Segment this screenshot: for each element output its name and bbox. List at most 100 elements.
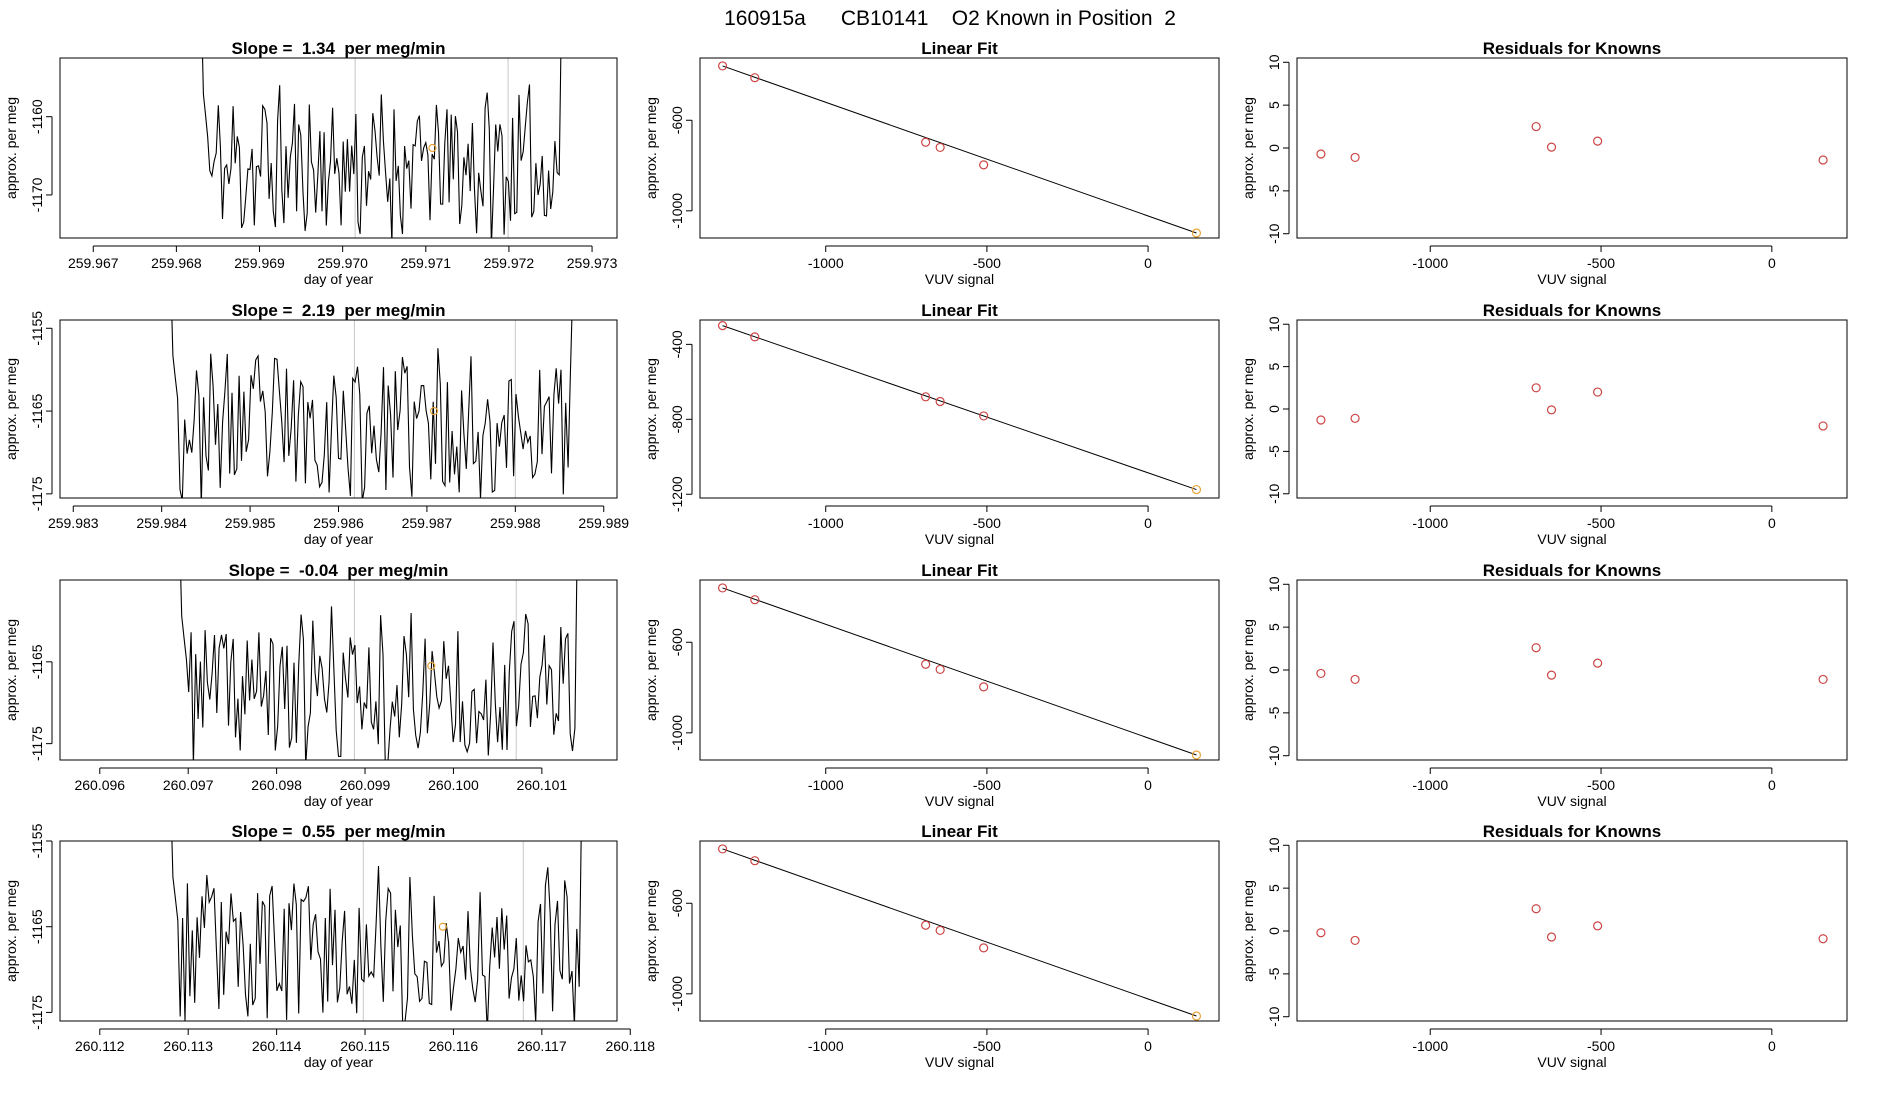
x-tick-label: 259.970 [317, 255, 368, 271]
x-tick-label: -1000 [808, 1038, 844, 1054]
data-point [1818, 934, 1828, 944]
x-tick-label: -500 [973, 255, 1001, 271]
x-axis-label: VUV signal [925, 1054, 994, 1070]
y-axis-label: approx. per meg [643, 619, 659, 721]
x-tick-label: 260.099 [340, 777, 391, 793]
x-tick-label: 260.096 [74, 777, 125, 793]
y-tick-label: -600 [669, 106, 685, 134]
data-point [1593, 921, 1603, 931]
y-tick-label: -10 [1266, 483, 1282, 503]
y-axis-label: approx. per meg [1240, 97, 1256, 199]
x-tick-label: 259.984 [136, 515, 187, 531]
x-tick-label: 0 [1144, 1038, 1152, 1054]
highlight-point [429, 406, 439, 416]
y-axis-label: approx. per meg [3, 619, 19, 721]
y-tick-label: 5 [1266, 884, 1282, 892]
panel-r2-c3: -1000 -500 0 VUV signal 10 5 0 -5 -10 approx. per… [1240, 301, 1848, 547]
panel-r1-c3: -1000 -500 0 VUV signal 10 5 0 -5 -10 approx. per… [1240, 39, 1848, 287]
panel-r1-c2: -1000 -500 0 VUV signal -600 -1000 approx. per… [643, 39, 1220, 287]
y-tick-label: 10 [1266, 837, 1282, 853]
y-axis-label: approx. per meg [1240, 619, 1256, 721]
y-tick-label: -10 [1266, 745, 1282, 765]
x-tick-label: -1000 [808, 515, 844, 531]
data-point [1593, 136, 1603, 146]
plot-frame [699, 319, 1220, 499]
x-tick-label: -1000 [808, 777, 844, 793]
data-point [1818, 674, 1828, 685]
y-tick-label: -1000 [669, 193, 685, 229]
data-point [1546, 932, 1557, 942]
x-axis-label: VUV signal [1537, 271, 1606, 287]
y-axis-label: approx. per meg [1240, 358, 1256, 460]
x-tick-label: 0 [1144, 777, 1152, 793]
y-tick-label: -1165 [29, 393, 45, 428]
x-tick-label: 0 [1144, 515, 1152, 531]
data-point [1531, 904, 1541, 914]
x-tick-label: 259.987 [402, 515, 453, 531]
data-point [717, 583, 728, 593]
data-point [935, 142, 945, 153]
data-point [921, 137, 931, 147]
x-tick-label: -500 [973, 777, 1001, 793]
panel-title: Slope = -0.04 per meg/min [229, 561, 449, 580]
x-tick-label: 260.100 [428, 777, 479, 793]
data-point [750, 332, 760, 342]
panel-title: Residuals for Knowns [1483, 822, 1662, 841]
x-tick-label: 259.989 [578, 515, 629, 531]
panel-r4-c1: 260.112 260.113 260.114 260.115 260.116 260.1… [3, 822, 655, 1070]
data-point [1531, 643, 1541, 653]
panel-r3-c2: -1000 -500 0 VUV signal -600 -1000 approx. per… [643, 561, 1220, 809]
y-tick-label: 5 [1266, 101, 1282, 109]
x-tick-label: 260.098 [251, 777, 302, 793]
data-point [979, 682, 989, 692]
data-point [1546, 142, 1557, 152]
data-point [1531, 121, 1541, 132]
x-tick-label: 259.983 [48, 515, 99, 531]
plot-frame [59, 319, 618, 499]
data-point [1593, 387, 1603, 397]
plot-frame [59, 840, 618, 1022]
x-axis-label: VUV signal [925, 271, 994, 287]
x-tick-label: 259.985 [225, 515, 276, 531]
x-axis-label: VUV signal [1537, 793, 1606, 809]
panel-r2-c1: 259.983 259.984 259.985 259.986 259.987 259.9… [3, 301, 629, 547]
data-point [979, 943, 989, 953]
y-tick-label: -600 [669, 628, 685, 656]
x-tick-label: 260.097 [163, 777, 214, 793]
data-point [1818, 155, 1828, 165]
fit-line [722, 848, 1197, 1017]
x-tick-label: 259.988 [490, 515, 541, 531]
x-axis-label: day of year [304, 531, 374, 547]
y-tick-label: -1175 [29, 995, 45, 1030]
x-tick-label: -500 [1587, 1038, 1615, 1054]
panel-title: Residuals for Knowns [1483, 39, 1662, 58]
panel-title: Linear Fit [921, 561, 998, 580]
plot-frame [1296, 840, 1848, 1022]
y-tick-label: -1000 [669, 715, 685, 751]
time-series-line [171, 841, 582, 1021]
plot-frame [59, 57, 618, 239]
plot-frame [59, 579, 618, 761]
panel-title: Slope = 1.34 per meg/min [232, 39, 446, 58]
plot-frame [1296, 57, 1848, 239]
x-axis-label: VUV signal [925, 531, 994, 547]
x-tick-label: 260.116 [429, 1038, 479, 1054]
y-tick-label: -10 [1266, 223, 1282, 243]
data-point [1191, 484, 1202, 495]
y-tick-label: -1170 [29, 177, 45, 212]
fit-line [722, 65, 1197, 234]
y-tick-label: 0 [1266, 666, 1282, 674]
y-axis-label: approx. per meg [643, 880, 659, 982]
x-tick-label: 260.112 [75, 1038, 125, 1054]
x-tick-label: 0 [1768, 515, 1776, 531]
x-tick-label: -500 [973, 1038, 1001, 1054]
x-tick-label: -1000 [808, 255, 844, 271]
panel-r3-c3: -1000 -500 0 VUV signal 10 5 0 -5 -10 approx. per… [1240, 561, 1848, 809]
y-tick-label: -1155 [29, 311, 45, 346]
data-point [1316, 415, 1326, 425]
panel-r4-c2: -1000 -500 0 VUV signal -600 -1000 approx. per… [643, 822, 1220, 1070]
time-series-line [180, 580, 578, 760]
data-point [750, 856, 760, 866]
y-tick-label: -600 [669, 889, 685, 917]
